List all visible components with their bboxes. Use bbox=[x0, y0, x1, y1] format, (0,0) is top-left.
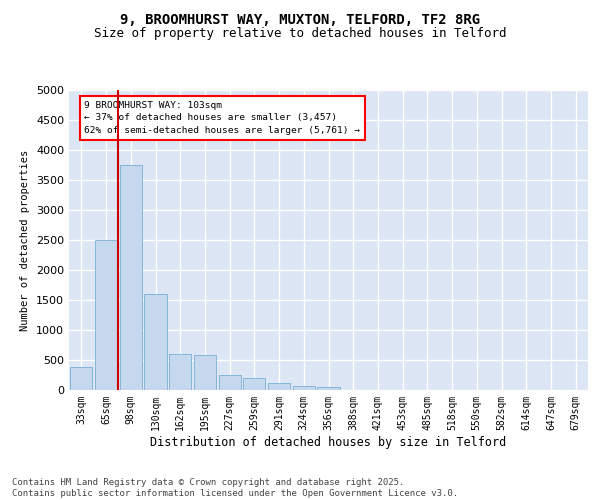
Text: 9, BROOMHURST WAY, MUXTON, TELFORD, TF2 8RG: 9, BROOMHURST WAY, MUXTON, TELFORD, TF2 … bbox=[120, 12, 480, 26]
Bar bbox=[218, 375, 241, 390]
Y-axis label: Number of detached properties: Number of detached properties bbox=[20, 150, 31, 330]
Text: Contains HM Land Registry data © Crown copyright and database right 2025.
Contai: Contains HM Land Registry data © Crown c… bbox=[12, 478, 458, 498]
Text: Size of property relative to detached houses in Telford: Size of property relative to detached ho… bbox=[94, 28, 506, 40]
Text: 9 BROOMHURST WAY: 103sqm
← 37% of detached houses are smaller (3,457)
62% of sem: 9 BROOMHURST WAY: 103sqm ← 37% of detach… bbox=[85, 101, 361, 135]
Bar bbox=[268, 383, 290, 390]
Bar bbox=[119, 165, 142, 390]
Bar bbox=[145, 294, 167, 390]
Bar bbox=[293, 386, 315, 390]
Bar bbox=[194, 355, 216, 390]
Bar bbox=[243, 378, 265, 390]
X-axis label: Distribution of detached houses by size in Telford: Distribution of detached houses by size … bbox=[151, 436, 506, 448]
Bar bbox=[95, 240, 117, 390]
Bar bbox=[317, 387, 340, 390]
Bar bbox=[169, 354, 191, 390]
Bar bbox=[70, 367, 92, 390]
